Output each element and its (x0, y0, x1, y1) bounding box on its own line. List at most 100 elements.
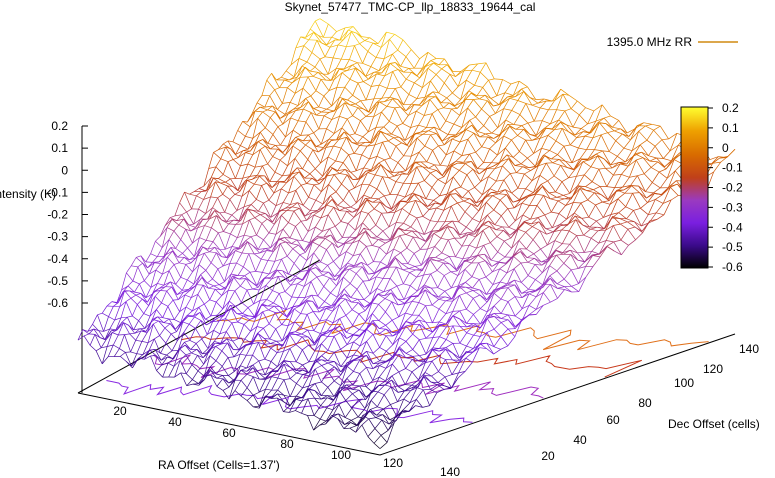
mesh-line (325, 305, 332, 307)
mesh-line (397, 398, 404, 403)
mesh-line (259, 285, 267, 301)
mesh-line (381, 111, 390, 122)
mesh-line (522, 205, 530, 216)
mesh-line (490, 98, 500, 106)
mesh-line (350, 172, 359, 180)
mesh-line (507, 95, 514, 98)
mesh-line (390, 157, 399, 163)
mesh-line (338, 400, 346, 405)
mesh-line (445, 315, 454, 328)
mesh-line (373, 201, 381, 210)
mesh-line (627, 159, 637, 167)
mesh-line (265, 376, 272, 390)
mesh-line (469, 198, 477, 204)
mesh-line (436, 270, 445, 276)
mesh-line (173, 230, 181, 240)
mesh-line (240, 380, 248, 389)
mesh-line (351, 407, 359, 418)
mesh-line (295, 107, 301, 111)
mesh-line (352, 62, 358, 66)
mesh-line (211, 314, 218, 322)
mesh-line (188, 323, 196, 329)
mesh-line (539, 127, 547, 139)
mesh-line (329, 44, 339, 48)
mesh-line (654, 193, 662, 195)
mesh-line (316, 274, 323, 278)
mesh-line (549, 278, 558, 289)
mesh-line (404, 226, 411, 231)
mesh-line (262, 309, 269, 313)
mesh-line (320, 78, 327, 81)
mesh-line (256, 223, 263, 236)
mesh-line (447, 226, 454, 229)
mesh-line (418, 151, 428, 163)
mesh-line (358, 240, 367, 247)
mesh-line (287, 87, 296, 94)
mesh-line (443, 107, 452, 110)
mesh-line (521, 288, 529, 294)
mesh-line (185, 354, 193, 365)
mesh-line (246, 376, 254, 388)
mesh-line (425, 331, 433, 339)
mesh-line (600, 134, 610, 152)
mesh-line (203, 303, 212, 317)
mesh-line (455, 160, 464, 163)
mesh-line (276, 340, 283, 347)
mesh-line (319, 245, 327, 250)
mesh-line (517, 187, 526, 190)
mesh-line (281, 182, 287, 190)
mesh-line (283, 202, 291, 205)
mesh-line (449, 134, 457, 138)
mesh-line (457, 70, 465, 87)
mesh-line (372, 334, 380, 348)
mesh-line (203, 168, 210, 187)
mesh-line (250, 316, 257, 332)
mesh-line (405, 333, 413, 342)
mesh-line (289, 398, 297, 407)
mesh-line (347, 67, 356, 71)
mesh-line (207, 330, 214, 349)
mesh-line (211, 227, 219, 234)
mesh-line (222, 378, 230, 388)
mesh-line (261, 185, 270, 201)
mesh-line (507, 208, 516, 222)
mesh-line (292, 105, 299, 110)
mesh-line (193, 274, 201, 285)
mesh-line (425, 230, 432, 242)
mesh-line (436, 260, 444, 264)
mesh-line (298, 286, 305, 298)
mesh-line (222, 378, 229, 384)
mesh-line (443, 205, 452, 211)
mesh-line (420, 161, 429, 169)
mesh-line (252, 149, 261, 155)
surface-mesh (77, 18, 736, 449)
mesh-line (509, 126, 518, 136)
mesh-line (622, 185, 631, 188)
mesh-line (259, 372, 266, 376)
mesh-line (320, 175, 328, 192)
mesh-line (312, 72, 319, 77)
mesh-line (324, 166, 331, 179)
mesh-line (562, 243, 570, 245)
mesh-line (314, 20, 324, 38)
mesh-line (378, 320, 386, 326)
mesh-line (247, 113, 253, 123)
mesh-line (404, 183, 412, 198)
mesh-line (359, 145, 368, 147)
mesh-line (143, 305, 149, 314)
mesh-line (174, 311, 180, 320)
mesh-line (411, 230, 419, 233)
mesh-line (397, 298, 405, 304)
mesh-line (432, 336, 440, 349)
mesh-line (303, 139, 311, 142)
mesh-line (322, 184, 329, 205)
mesh-line (324, 292, 331, 302)
mesh-line (253, 299, 261, 305)
mesh-line (622, 133, 629, 137)
mesh-line (444, 290, 453, 300)
mesh-line (372, 313, 380, 321)
mesh-line (314, 390, 322, 400)
mesh-line (664, 160, 672, 168)
mesh-line (330, 285, 337, 294)
mesh-line (208, 181, 216, 190)
